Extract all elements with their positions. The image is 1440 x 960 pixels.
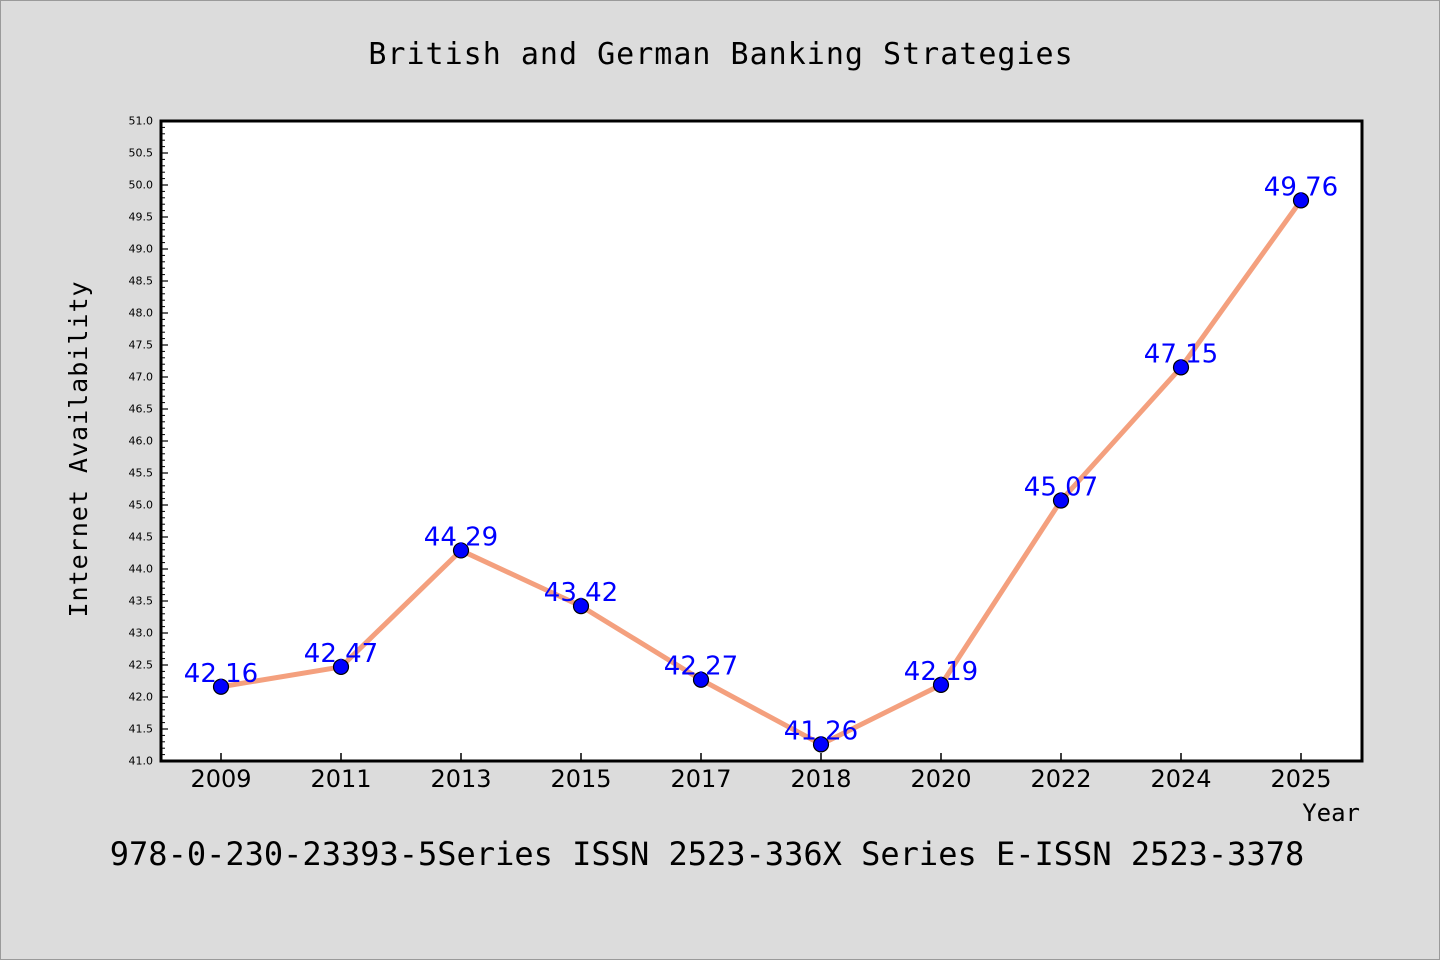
- y-tick-label: 46.0: [129, 435, 154, 448]
- x-tick-label: 2020: [910, 765, 971, 793]
- data-point[interactable]: [1172, 359, 1190, 376]
- data-label: 43.42: [544, 578, 618, 608]
- data-point[interactable]: [212, 678, 230, 695]
- y-tick-label: 50.0: [129, 179, 154, 192]
- x-tick-label: 2013: [430, 765, 491, 793]
- y-tick-label: 42.0: [129, 691, 154, 704]
- data-label: 42.47: [304, 639, 378, 669]
- x-tick-label: 2018: [790, 765, 851, 793]
- y-tick-label: 44.0: [129, 563, 154, 576]
- data-point[interactable]: [572, 598, 590, 615]
- data-point[interactable]: [692, 671, 710, 688]
- y-tick-label: 42.5: [129, 659, 154, 672]
- data-label: 42.19: [904, 657, 978, 687]
- y-tick-label: 50.5: [129, 147, 154, 160]
- series-layer: 42.16 42.47 44.29 43.42 42.27 41.26 42.19 45.07…: [184, 172, 1338, 753]
- x-tick-label: 2024: [1150, 765, 1211, 793]
- data-label: 44.29: [424, 522, 498, 552]
- y-tick-label: 44.5: [129, 531, 154, 544]
- y-axis: 41.0 41.5 42.0 42.5 43.0 43.5 44.0 44.5 45.0 45.5…: [129, 115, 168, 768]
- y-tick-label: 41.0: [129, 755, 154, 768]
- y-tick-label: 48.5: [129, 275, 154, 288]
- series-line: [218, 197, 1304, 747]
- data-point[interactable]: [1052, 492, 1070, 509]
- data-label: 49.76: [1264, 172, 1338, 202]
- y-tick-label: 45.0: [129, 499, 154, 512]
- data-label: 47.15: [1144, 339, 1218, 369]
- y-axis-label: Internet Availability: [64, 280, 93, 617]
- y-tick-label: 51.0: [129, 115, 154, 128]
- x-tick-label: 2015: [550, 765, 611, 793]
- y-tick-label: 48.0: [129, 307, 154, 320]
- x-tick-label: 2022: [1030, 765, 1091, 793]
- data-point[interactable]: [812, 736, 830, 753]
- y-tick-label: 47.0: [129, 371, 154, 384]
- y-tick-label: 49.5: [129, 211, 154, 224]
- data-point[interactable]: [452, 542, 470, 559]
- x-tick-label: 2025: [1270, 765, 1331, 793]
- y-tick-label: 47.5: [129, 339, 154, 352]
- x-axis-label: Year: [1302, 799, 1360, 827]
- y-tick-label: 41.5: [129, 723, 154, 736]
- data-label: 45.07: [1024, 473, 1098, 503]
- data-label: 42.27: [664, 652, 738, 682]
- data-point[interactable]: [332, 658, 350, 676]
- y-tick-label: 43.5: [129, 595, 154, 608]
- data-label: 42.16: [184, 659, 258, 689]
- y-tick-label: 49.0: [129, 243, 154, 256]
- x-tick-label: 2017: [670, 765, 731, 793]
- data-point[interactable]: [1292, 192, 1310, 209]
- y-tick-label: 45.5: [129, 467, 154, 480]
- data-label: 41.26: [784, 716, 858, 746]
- plot-area: [159, 119, 1364, 763]
- data-point[interactable]: [932, 676, 950, 693]
- y-tick-label: 46.5: [129, 403, 154, 416]
- chart-title: British and German Banking Strategies: [368, 37, 1073, 72]
- y-tick-label: 43.0: [129, 627, 154, 640]
- x-tick-label: 2011: [310, 765, 371, 793]
- footer-isbn-issn: 978-0-230-23393-5Series ISSN 2523-336X S…: [110, 835, 1304, 873]
- x-axis: 2009 2011 2013 2015 2017 2018 2020 2022 2024 2025: [190, 753, 1332, 793]
- x-tick-label: 2009: [190, 765, 251, 793]
